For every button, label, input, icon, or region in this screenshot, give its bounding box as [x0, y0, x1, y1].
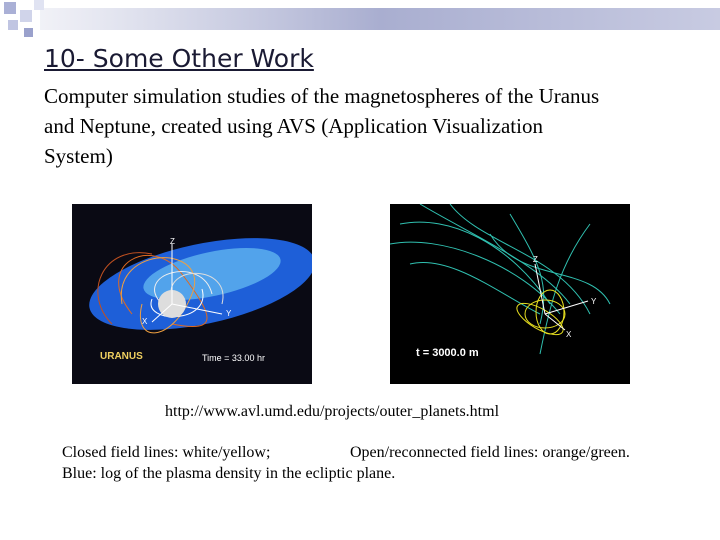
- slide-title: 10- Some Other Work: [44, 44, 314, 73]
- axis-label: X: [566, 330, 572, 339]
- axis-label: Z: [170, 237, 175, 246]
- axis-label: Y: [226, 309, 232, 318]
- axis-label: Y: [591, 297, 597, 306]
- caption: Open/reconnected field lines: orange/gre…: [350, 444, 630, 461]
- caption: Blue: log of the plasma density in the e…: [62, 465, 396, 482]
- decoration: [4, 0, 720, 37]
- neptune-image: Z Y X t = 3000.0 m: [390, 204, 630, 384]
- body-line: Computer simulation studies of the magne…: [44, 84, 600, 108]
- caption: Closed field lines: white/yellow;: [62, 444, 271, 461]
- axis-label: X: [142, 317, 148, 326]
- axis-label: Z: [533, 255, 538, 264]
- image-label: Time = 33.00 hr: [202, 353, 265, 363]
- uranus-image: Z Y X URANUS Time = 33.00 hr: [72, 204, 312, 384]
- link[interactable]: http://www.avl.umd.edu/projects/outer_pl…: [165, 403, 500, 420]
- image-label: URANUS: [100, 351, 143, 362]
- image-label: t = 3000.0 m: [416, 347, 479, 359]
- body-line: System): [44, 144, 113, 168]
- body-line: and Neptune, created using AVS (Applicat…: [44, 114, 543, 138]
